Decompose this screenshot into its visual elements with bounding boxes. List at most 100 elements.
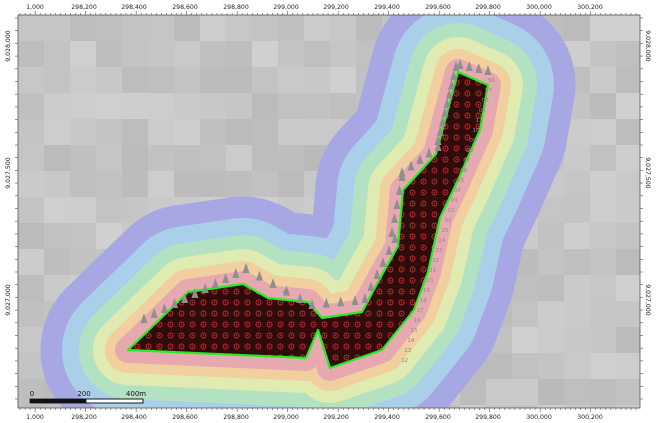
turbine-marker[interactable] <box>222 273 230 283</box>
terrain-tile <box>200 119 226 145</box>
turbine-marker[interactable] <box>391 233 399 243</box>
terrain-tile <box>252 93 278 119</box>
terrain-tile <box>226 93 252 119</box>
terrain-tile <box>18 119 44 145</box>
turbine-label: 09 <box>469 138 476 144</box>
turbine-marker[interactable] <box>396 185 403 195</box>
terrain-tile <box>278 67 304 93</box>
turbine-marker[interactable] <box>385 245 393 255</box>
terrain-tile <box>252 67 278 93</box>
turbine-marker[interactable] <box>367 281 375 291</box>
terrain-tile <box>564 171 590 197</box>
terrain-tile <box>226 41 252 67</box>
terrain-tile <box>18 223 44 249</box>
turbine-marker[interactable] <box>439 116 446 127</box>
x-tick-label: 299,400 <box>374 4 400 11</box>
turbine-label: 07 <box>463 158 470 164</box>
turbine-marker[interactable] <box>450 70 458 81</box>
terrain-tile <box>538 275 564 301</box>
terrain-tile <box>18 249 44 275</box>
turbine-marker[interactable] <box>269 278 277 288</box>
turbine-marker[interactable] <box>398 167 406 177</box>
terrain-tile <box>564 197 590 223</box>
turbine-marker[interactable] <box>475 63 483 73</box>
x-tick-label: 299,400 <box>374 414 400 421</box>
terrain-tile <box>616 197 640 223</box>
turbine-marker[interactable] <box>283 285 290 296</box>
turbine-marker[interactable] <box>445 88 453 99</box>
turbine-marker[interactable] <box>160 303 168 313</box>
terrain-tile <box>590 145 616 171</box>
turbine-marker[interactable] <box>256 270 263 281</box>
turbine-label: 16 <box>414 318 421 324</box>
turbine-marker[interactable] <box>484 65 492 75</box>
turbine-marker[interactable] <box>181 293 189 303</box>
terrain-tile <box>278 119 304 145</box>
turbine-marker[interactable] <box>448 79 455 90</box>
turbine-marker[interactable] <box>171 298 179 308</box>
terrain-tile <box>44 249 70 275</box>
x-tick-label: 299,200 <box>323 4 349 11</box>
turbine-marker[interactable] <box>211 278 219 288</box>
terrain-tile <box>616 119 640 145</box>
turbine-marker[interactable] <box>232 268 240 278</box>
terrain-tile <box>486 353 512 379</box>
turbine-marker[interactable] <box>379 257 387 267</box>
terrain-tile <box>590 249 616 275</box>
turbine-marker[interactable] <box>308 299 316 309</box>
terrain-tile <box>590 15 616 41</box>
turbine-marker[interactable] <box>150 308 158 318</box>
terrain-tile <box>200 93 226 119</box>
turbine-marker[interactable] <box>434 135 442 145</box>
x-tick-label: 298,800 <box>223 414 249 421</box>
terrain-tile <box>174 15 200 41</box>
terrain-tile <box>538 353 564 379</box>
turbine-label: 10 <box>473 128 480 134</box>
turbine-marker[interactable] <box>140 313 148 323</box>
terrain-tile <box>304 67 330 93</box>
x-axis-top: 1,000 298,200 298,400 298,600 298,800 29… <box>26 4 603 11</box>
turbine-label: 14 <box>407 338 414 344</box>
x-tick-label: 299,200 <box>323 414 349 421</box>
turbine-marker[interactable] <box>393 199 401 209</box>
terrain-tile <box>616 15 640 41</box>
y-tick-label: 9,028,000 <box>5 30 12 62</box>
terrain-tile <box>122 119 148 145</box>
terrain-tile <box>122 15 148 41</box>
turbine-marker[interactable] <box>434 141 442 151</box>
terrain-tile <box>538 327 564 353</box>
turbine-marker[interactable] <box>456 59 464 69</box>
terrain-tile <box>18 327 44 353</box>
turbine-marker[interactable] <box>407 160 415 171</box>
x-tick-label: 299,600 <box>425 414 451 421</box>
turbine-marker[interactable] <box>416 154 424 164</box>
terrain-tile <box>590 223 616 249</box>
turbine-marker[interactable] <box>191 288 199 298</box>
scale-label-0: 0 <box>30 390 34 398</box>
terrain-tile <box>278 93 304 119</box>
turbine-marker[interactable] <box>425 147 433 158</box>
turbine-marker[interactable] <box>465 61 473 71</box>
turbine-marker[interactable] <box>322 297 330 308</box>
turbine-marker[interactable] <box>441 107 449 118</box>
turbine-marker[interactable] <box>201 283 209 293</box>
turbine-marker[interactable] <box>296 293 304 303</box>
turbine-marker[interactable] <box>361 293 369 303</box>
y-tick-label: 9,028,000 <box>644 30 651 62</box>
turbine-marker[interactable] <box>373 269 381 279</box>
terrain-tile <box>174 41 200 67</box>
turbine-marker[interactable] <box>242 263 250 273</box>
turbine-label: 22 <box>432 258 439 264</box>
x-tick-label: 300,000 <box>526 4 552 11</box>
turbine-marker[interactable] <box>388 227 396 237</box>
terrain-tile <box>148 119 174 145</box>
turbine-label: 01 <box>445 218 452 224</box>
terrain-tile <box>590 41 616 67</box>
turbine-marker[interactable] <box>436 125 444 136</box>
turbine-marker[interactable] <box>337 296 345 307</box>
turbine-marker[interactable] <box>391 213 398 223</box>
turbine-marker[interactable] <box>351 295 359 305</box>
turbine-marker[interactable] <box>443 98 451 108</box>
terrain-tile <box>278 145 304 171</box>
